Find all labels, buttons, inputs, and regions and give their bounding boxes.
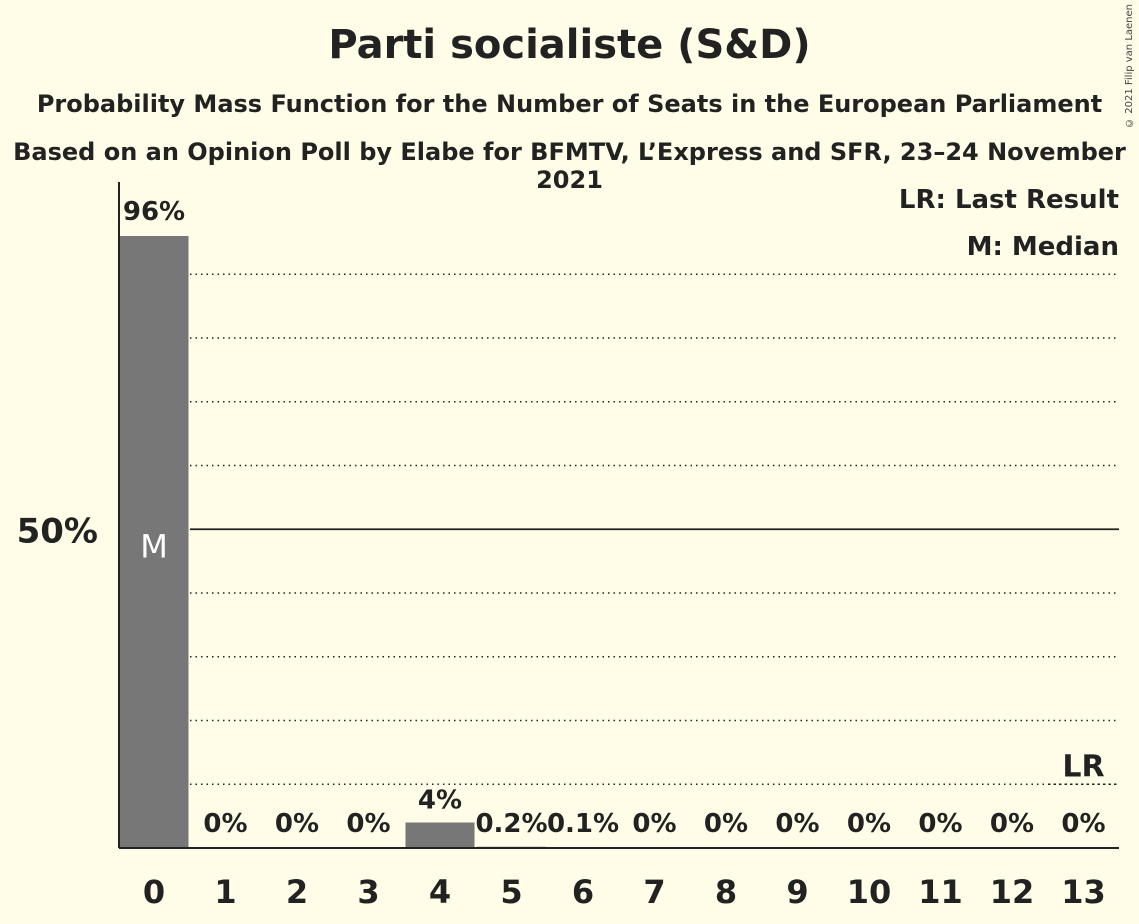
chart-title: Parti socialiste (S&D) <box>328 22 811 68</box>
x-tick-label: 3 <box>357 873 379 911</box>
x-tick-label: 5 <box>500 873 522 911</box>
x-tick-label: 13 <box>1061 873 1106 911</box>
last-result-marker: LR <box>1062 749 1104 784</box>
x-tick-label: 12 <box>990 873 1035 911</box>
data-label: 4% <box>418 786 462 816</box>
data-label: 0.1% <box>547 809 619 839</box>
x-tick-label: 2 <box>286 873 308 911</box>
x-tick-label: 0 <box>143 873 165 911</box>
data-label: 0% <box>847 809 891 839</box>
data-label: 0% <box>1061 809 1105 839</box>
data-label: 0% <box>704 809 748 839</box>
x-tick-label: 9 <box>786 873 808 911</box>
x-tick-label: 1 <box>214 873 236 911</box>
bar-seat-0 <box>119 236 189 848</box>
y-tick-label: 50% <box>17 511 98 551</box>
x-tick-label: 11 <box>918 873 963 911</box>
median-marker: M <box>140 527 168 565</box>
data-label: 96% <box>123 197 185 227</box>
legend-median: M: Median <box>966 232 1119 262</box>
legend-last-result: LR: Last Result <box>898 185 1119 215</box>
data-label: 0% <box>346 809 390 839</box>
data-label: 0% <box>203 809 247 839</box>
x-tick-label: 10 <box>847 873 892 911</box>
chart-subtitle: Probability Mass Function for the Number… <box>36 90 1103 118</box>
data-label: 0% <box>918 809 962 839</box>
data-label: 0% <box>775 809 819 839</box>
x-tick-label: 7 <box>643 873 665 911</box>
data-label: 0% <box>632 809 676 839</box>
data-label: 0.2% <box>475 809 547 839</box>
data-label: 0% <box>990 809 1034 839</box>
bar-seat-4 <box>405 822 475 848</box>
x-tick-label: 4 <box>429 873 451 911</box>
chart-source: Based on an Opinion Poll by Elabe for BF… <box>13 138 1126 194</box>
data-label: 0% <box>275 809 319 839</box>
x-tick-label: 8 <box>715 873 737 911</box>
x-tick-label: 6 <box>572 873 594 911</box>
